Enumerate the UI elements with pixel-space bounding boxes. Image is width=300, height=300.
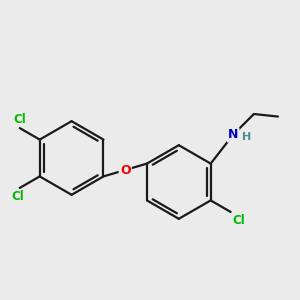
Text: Cl: Cl [232, 214, 245, 227]
Text: N: N [228, 128, 238, 141]
Text: Cl: Cl [12, 190, 25, 203]
Text: H: H [242, 132, 251, 142]
Text: O: O [120, 164, 130, 176]
Text: Cl: Cl [14, 112, 26, 125]
